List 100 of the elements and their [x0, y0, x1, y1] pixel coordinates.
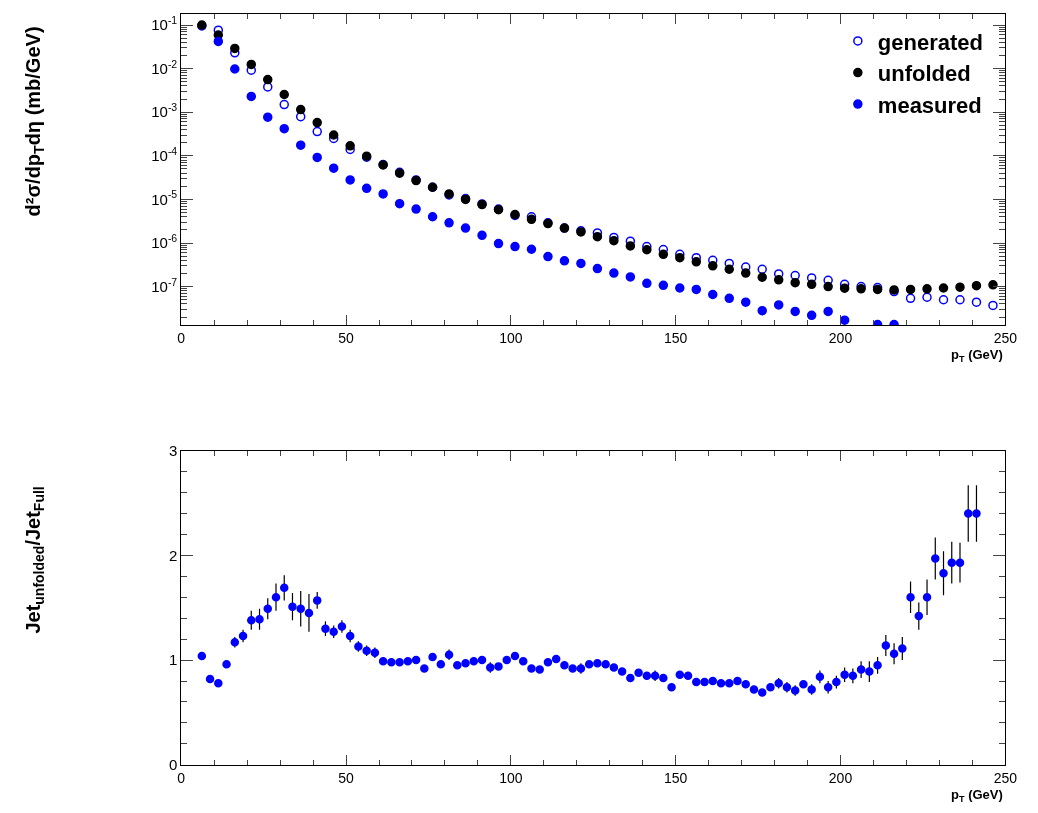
y-tick-label: 2 [168, 546, 178, 564]
point [905, 284, 916, 295]
point [543, 251, 553, 262]
point [460, 223, 471, 233]
point [708, 261, 718, 271]
point [246, 59, 257, 70]
point [971, 280, 982, 291]
point [740, 262, 751, 272]
x-tick-label: 50 [338, 330, 355, 347]
point [773, 300, 784, 310]
point [427, 212, 438, 222]
point [345, 141, 355, 151]
point [510, 241, 520, 252]
point [295, 104, 306, 115]
point [988, 280, 998, 290]
point [361, 183, 372, 194]
point [938, 294, 949, 305]
point [394, 198, 405, 209]
point [675, 283, 685, 293]
x-axis-title: p$_{T}$ (GeV) [951, 347, 1003, 364]
point [246, 91, 257, 102]
point [592, 231, 603, 242]
x-axis-title: p$_{T}$ (GeV) [951, 787, 1003, 804]
point [312, 126, 322, 137]
point [279, 89, 289, 100]
point [328, 163, 339, 173]
point [625, 272, 636, 282]
point [328, 130, 339, 140]
point [724, 264, 735, 275]
point [263, 82, 273, 92]
point [312, 152, 322, 163]
point [922, 284, 932, 294]
point [691, 284, 702, 295]
point [955, 282, 965, 292]
point [576, 258, 586, 269]
point [378, 189, 388, 199]
y-tick-label: 1 [168, 651, 178, 669]
x-tick-label: 150 [664, 330, 688, 347]
x-tick-label: 50 [338, 769, 355, 786]
x-tick-label: 100 [499, 769, 523, 786]
y-tick-label: 10$^{-7}$ [151, 275, 178, 295]
point [345, 175, 355, 185]
point [938, 283, 949, 293]
x-tick-label: 200 [828, 769, 853, 786]
point [757, 305, 767, 316]
point [839, 315, 850, 325]
legend-label: generated [877, 29, 983, 55]
y-tick-label: 3 [168, 441, 178, 459]
point [263, 74, 273, 85]
point [609, 268, 619, 278]
point [708, 289, 718, 300]
point [592, 263, 603, 274]
point [790, 277, 800, 288]
y-tick-label: 10$^{-3}$ [151, 101, 178, 121]
x-tick-label: 250 [993, 330, 1018, 347]
point [658, 249, 669, 260]
point [642, 278, 652, 289]
point [691, 257, 702, 267]
point [757, 272, 767, 282]
point [740, 268, 751, 278]
point [559, 256, 570, 266]
point [773, 275, 784, 285]
x-tick-label: 250 [993, 769, 1018, 786]
point [823, 306, 833, 317]
y-tick-label: 10$^{-4}$ [151, 144, 178, 165]
y-tick-label: 10$^{-5}$ [151, 188, 178, 208]
y-tick-label: 10$^{-6}$ [151, 231, 178, 252]
y-tick-label: 10$^{-1}$ [151, 13, 178, 34]
point [988, 300, 998, 311]
point [823, 281, 833, 292]
point [493, 238, 504, 249]
x-tick-label: 150 [664, 769, 688, 786]
point [971, 297, 982, 307]
legend-label: measured [877, 92, 982, 118]
point [279, 99, 289, 110]
point [658, 280, 669, 291]
point [724, 293, 735, 304]
point [839, 283, 850, 293]
point [955, 294, 965, 305]
point [806, 310, 817, 321]
point [905, 293, 916, 304]
point [444, 218, 454, 228]
y-tick-label: 10$^{-2}$ [151, 57, 178, 77]
point [230, 64, 240, 74]
point [823, 275, 833, 285]
y-tick-label: 0 [168, 756, 178, 774]
point [263, 112, 273, 122]
point [790, 306, 800, 317]
point [411, 204, 421, 214]
x-tick-label: 200 [828, 330, 853, 347]
point [312, 117, 322, 128]
point [922, 292, 932, 302]
point [740, 297, 751, 307]
point [806, 279, 817, 290]
point [757, 264, 767, 275]
point [230, 43, 240, 54]
point [213, 36, 224, 47]
point [477, 230, 487, 241]
point [295, 140, 306, 150]
point [625, 241, 636, 251]
